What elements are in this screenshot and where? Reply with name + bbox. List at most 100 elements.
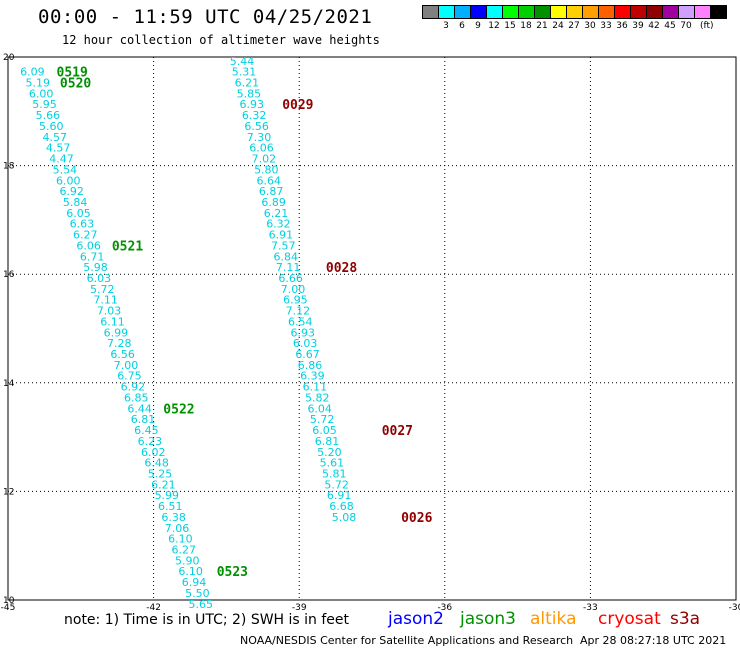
- wave-height-value: 7.11: [93, 294, 118, 307]
- wave-height-value: 6.64: [256, 174, 281, 187]
- wave-height-value: 6.39: [300, 370, 325, 383]
- wave-height-value: 6.91: [327, 489, 352, 502]
- wave-height-value: 7.06: [165, 522, 190, 535]
- wave-height-value: 6.05: [66, 207, 91, 220]
- colorbar-label: 30: [584, 21, 596, 31]
- y-tick-label: 14: [3, 379, 15, 389]
- legend-jason2: jason2: [388, 609, 444, 629]
- wave-height-value: 5.61: [320, 457, 345, 470]
- wave-height-value: 6.94: [182, 576, 207, 589]
- wave-height-value: 5.80: [254, 163, 279, 176]
- y-tick-label: 20: [3, 53, 15, 63]
- wave-height-value: 5.81: [322, 467, 347, 480]
- colorbar-swatch: [710, 5, 727, 19]
- wave-height-value: 7.00: [281, 283, 306, 296]
- wave-height-value: 5.20: [317, 446, 342, 459]
- footer-timestamp: Apr 28 08:27:18 UTC 2021: [580, 634, 727, 647]
- wave-height-value: 6.91: [269, 229, 294, 242]
- wave-height-value: 5.19: [25, 77, 50, 90]
- wave-height-value: 6.66: [278, 272, 303, 285]
- colorbar-label: 33: [600, 21, 612, 31]
- wave-height-value: 5.90: [175, 554, 200, 567]
- colorbar-label: 27: [568, 21, 580, 31]
- wave-height-value: 6.32: [266, 218, 291, 231]
- track-time-label: 0520: [60, 77, 91, 92]
- chart-subtitle: 12 hour collection of altimeter wave hei…: [62, 33, 380, 47]
- wave-height-value: 5.44: [230, 55, 255, 68]
- legend-jason3: jason3: [460, 609, 516, 629]
- wave-height-value: 7.30: [247, 131, 272, 144]
- wave-height-value: 5.82: [305, 391, 330, 404]
- wave-height-value: 6.23: [138, 435, 163, 448]
- wave-height-value: 7.00: [114, 359, 139, 372]
- wave-height-value: 7.02: [252, 153, 277, 166]
- wave-height-value: 6.27: [73, 229, 98, 242]
- x-tick-label: -36: [437, 603, 452, 613]
- colorbar-label: 39: [632, 21, 644, 31]
- colorbar-label: 3: [443, 21, 449, 31]
- y-tick-label: 18: [3, 162, 15, 172]
- wave-height-value: 6.86: [298, 359, 323, 372]
- wave-height-value: 5.72: [310, 413, 335, 426]
- wave-height-value: 6.00: [56, 174, 81, 187]
- wave-height-value: 6.67: [295, 348, 320, 361]
- wave-height-value: 6.95: [283, 294, 308, 307]
- wave-height-value: 6.21: [151, 478, 176, 491]
- wave-height-value: 7.12: [286, 305, 311, 318]
- wave-height-value: 6.56: [244, 120, 269, 133]
- wave-height-value: 4.57: [42, 131, 66, 144]
- wave-height-value: 6.68: [329, 500, 354, 513]
- wave-height-value: 5.98: [83, 261, 108, 274]
- wave-height-value: 6.92: [59, 185, 83, 198]
- colorbar-label: 70: [680, 21, 692, 31]
- wave-height-value: 6.02: [141, 446, 166, 459]
- colorbar-label: 36: [616, 21, 628, 31]
- wave-height-value: 6.00: [29, 87, 53, 100]
- wave-height-value: 5.95: [32, 98, 57, 111]
- footer-credit: NOAA/NESDIS Center for Satellite Applica…: [240, 634, 574, 647]
- colorbar-label: 45: [664, 21, 676, 31]
- wave-height-value: 6.05: [312, 424, 337, 437]
- wave-height-value: 6.54: [288, 315, 313, 328]
- wave-height-value: 6.11: [303, 381, 328, 394]
- x-tick-label: -42: [146, 603, 161, 613]
- wave-height-value: 5.08: [332, 511, 357, 524]
- wave-height-value: 6.09: [20, 66, 44, 79]
- wave-height-value: 6.11: [100, 315, 125, 328]
- wave-height-value: 6.93: [240, 98, 265, 111]
- colorbar-label: 15: [504, 21, 516, 31]
- wave-height-value: 5.85: [237, 87, 261, 100]
- wave-height-value: 6.03: [293, 337, 318, 350]
- wave-height-value: 6.92: [121, 381, 146, 394]
- legend-s3a: s3a: [670, 609, 701, 629]
- wave-height-value: 4.57: [46, 142, 71, 155]
- track-time-label: 0026: [401, 511, 432, 526]
- wave-height-value: 6.27: [172, 544, 197, 557]
- wave-height-value: 5.25: [148, 467, 173, 480]
- wave-height-value: 7.57: [271, 239, 296, 252]
- wave-height-value: 6.56: [110, 348, 135, 361]
- wave-height-value: 6.84: [273, 250, 298, 263]
- wave-height-value: 6.32: [242, 109, 267, 122]
- track-time-label: 0521: [112, 239, 143, 254]
- wave-height-value: 6.89: [261, 196, 286, 209]
- wave-height-value: 5.72: [90, 283, 115, 296]
- wave-height-value: 6.71: [80, 250, 105, 263]
- wave-height-value: 5.31: [232, 66, 256, 79]
- colorbar-label: 18: [520, 21, 532, 31]
- wave-height-value: 6.81: [131, 413, 156, 426]
- wave-height-value: 6.93: [290, 326, 315, 339]
- track-time-label: 0029: [282, 98, 313, 113]
- colorbar-label: 9: [475, 21, 481, 31]
- colorbar-label: 21: [536, 21, 548, 31]
- wave-height-value: 5.54: [53, 163, 78, 176]
- wave-height-value: 6.03: [87, 272, 112, 285]
- track-time-label: 0027: [382, 424, 413, 439]
- wave-height-value: 5.60: [39, 120, 64, 133]
- wave-height-value: 6.21: [264, 207, 289, 220]
- wave-height-value: 4.47: [49, 153, 74, 166]
- wave-height-value: 6.51: [158, 500, 183, 513]
- legend-cryosat: cryosat: [598, 609, 661, 629]
- wave-height-value: 6.21: [235, 77, 260, 90]
- wave-height-value: 6.48: [144, 457, 169, 470]
